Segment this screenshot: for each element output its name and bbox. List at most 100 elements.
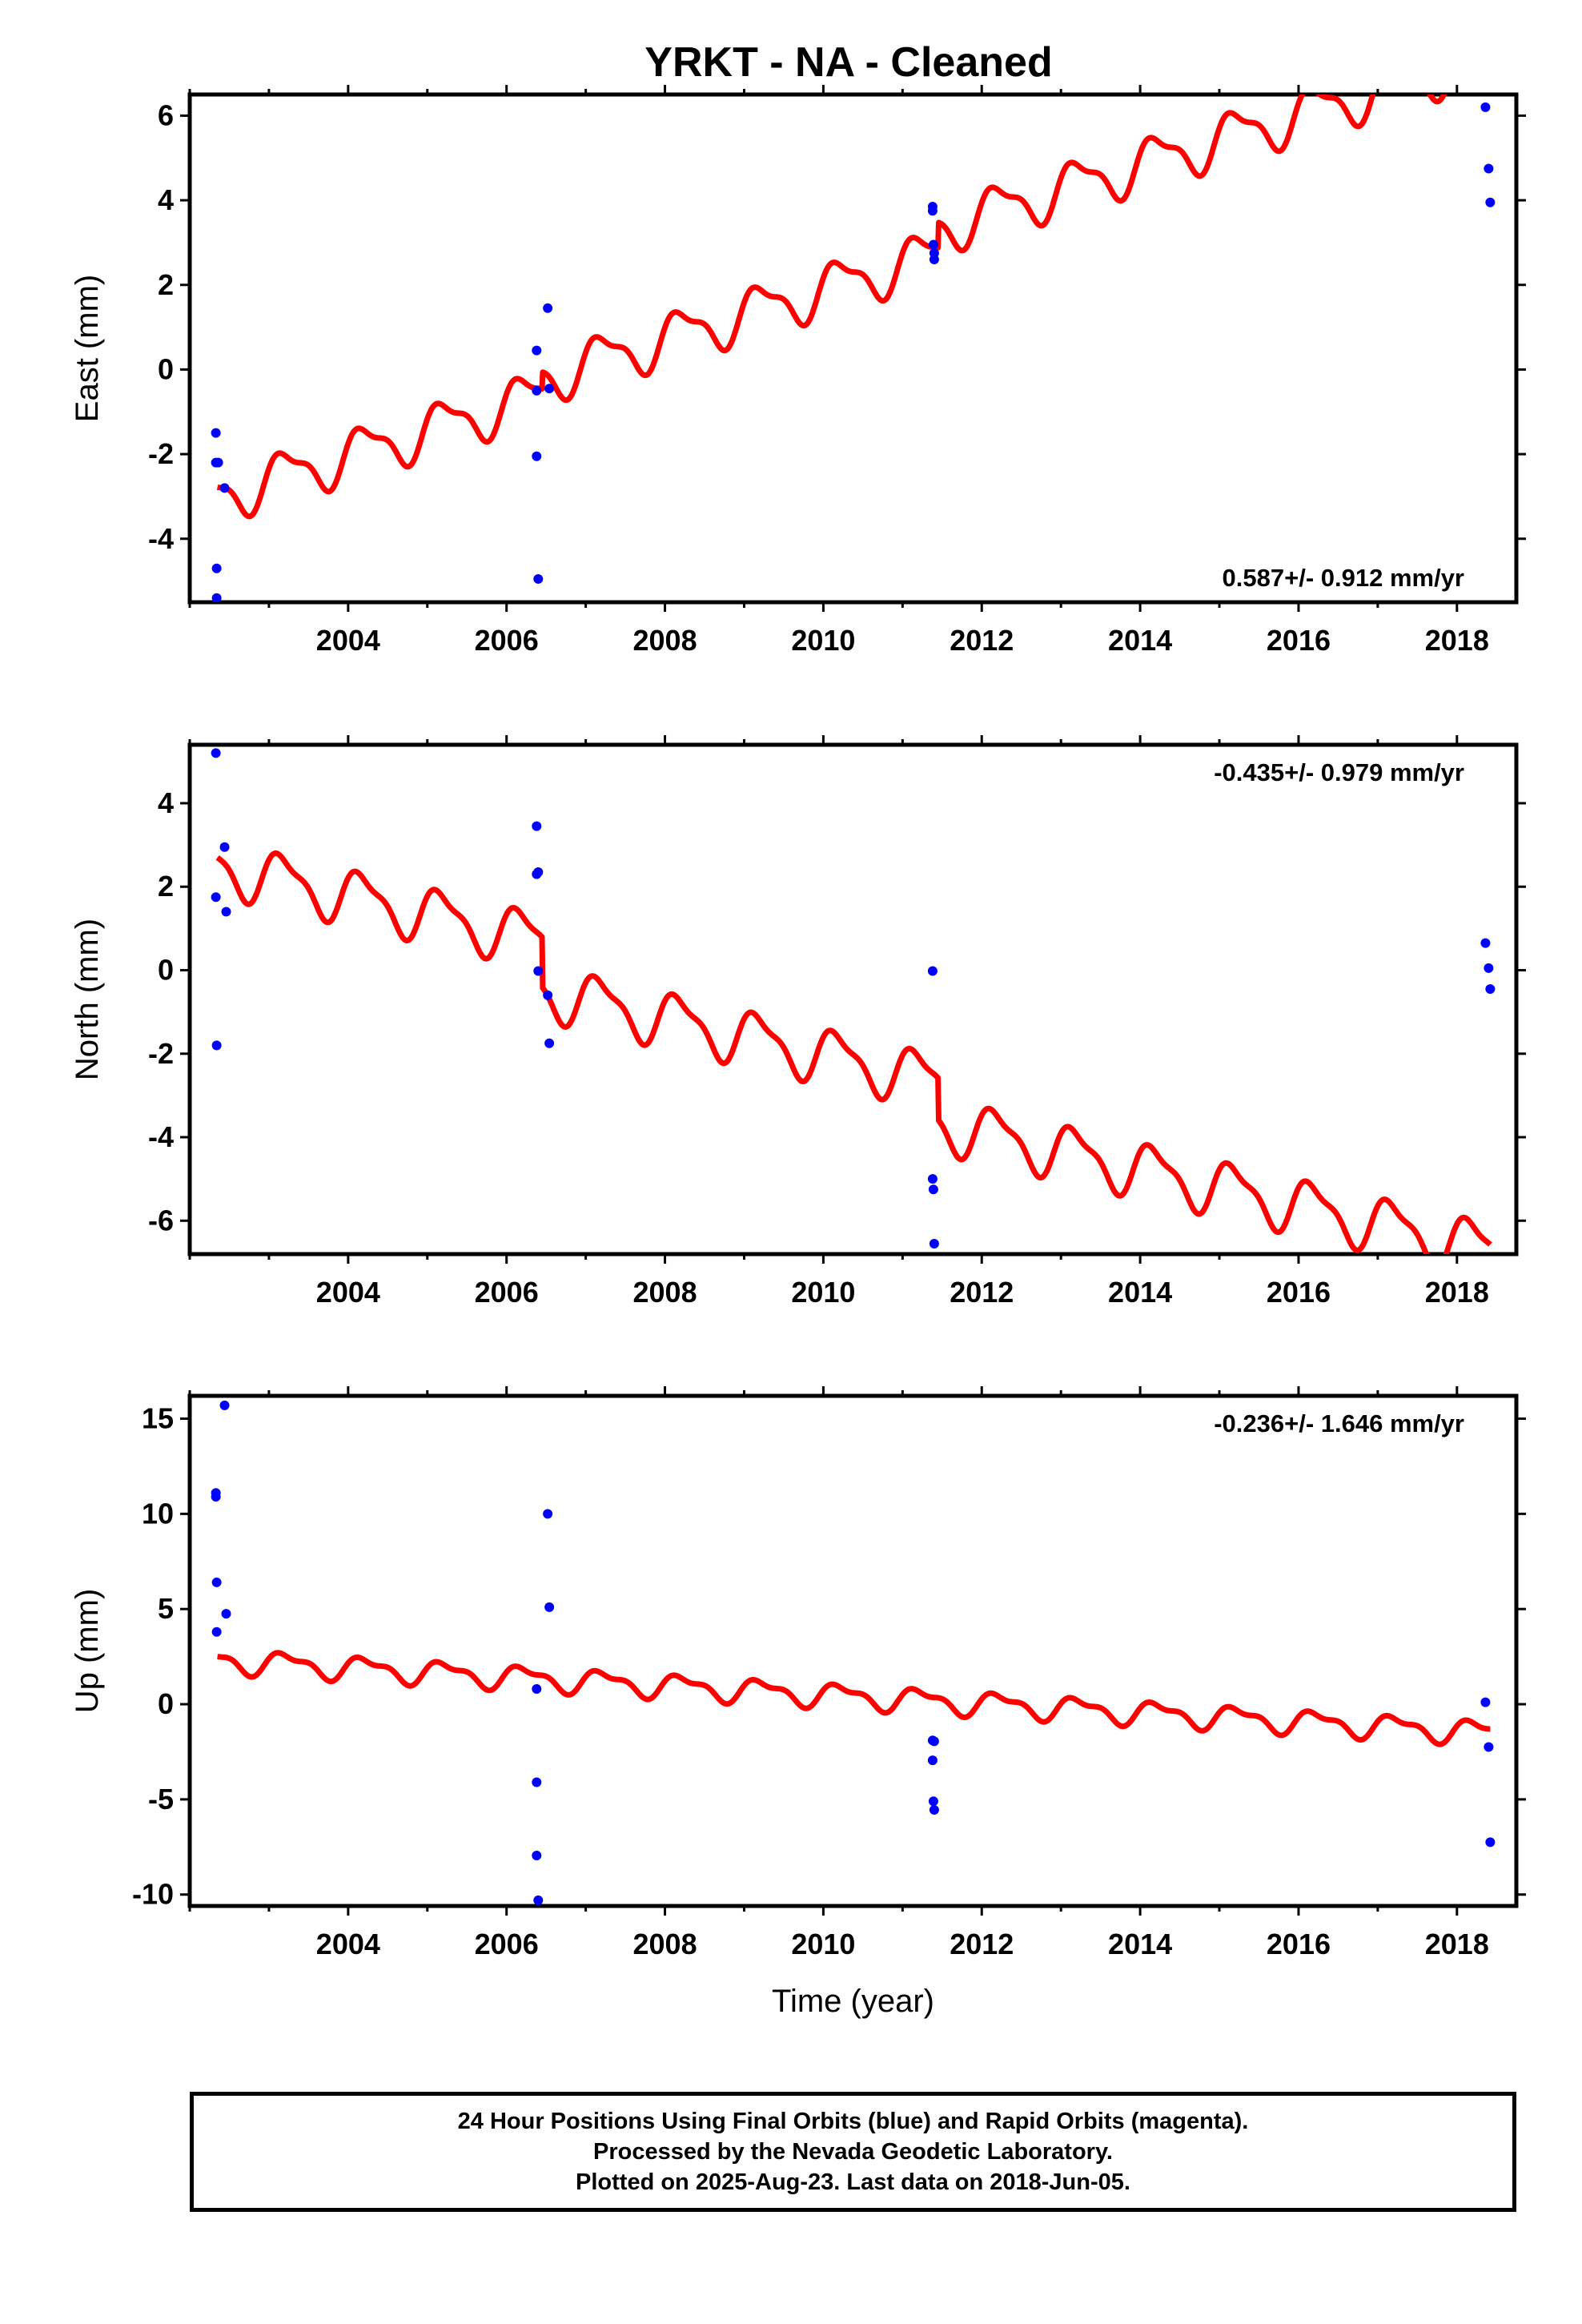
data-point [543,1509,553,1519]
data-point [1485,1837,1496,1848]
data-point [211,748,221,758]
data-point [211,892,221,903]
data-point [533,966,544,976]
y-tick-label: -6 [148,1204,174,1236]
data-point [219,1400,230,1410]
data-point [1484,163,1494,174]
y-tick-label: -2 [148,437,174,470]
footer-line-3: Plotted on 2025-Aug-23. Last data on 201… [576,2169,1130,2195]
rate-annotation: 0.587+/- 0.912 mm/yr [1223,564,1464,592]
data-point [532,385,542,396]
data-point [533,867,544,877]
data-point [211,1626,222,1637]
y-tick-label: -2 [148,1037,174,1070]
y-axis-label: North (mm) [70,919,105,1080]
data-point [211,1040,222,1051]
data-point [532,1851,542,1861]
y-tick-label: 6 [158,99,174,131]
x-tick-label: 2012 [950,1928,1014,1960]
data-point [213,457,223,468]
x-tick-label: 2010 [791,1928,855,1960]
y-tick-label: 5 [158,1592,174,1625]
plot-area [211,94,1496,602]
x-tick-label: 2016 [1267,1928,1331,1960]
x-tick-label: 2016 [1267,1276,1331,1309]
data-point [544,384,555,394]
panels: 2004 2006 2008 2010 2012 2014 2016 2018 -4 -2 0 2 4 6… [70,85,1526,2019]
x-axis-label: Time (year) [772,1984,934,2019]
plot-area [211,1400,1496,1905]
footer-line-2: Processed by the Nevada Geodetic Laborat… [593,2139,1113,2165]
x-tick-label: 2018 [1425,1928,1489,1960]
model-curve [215,94,1447,520]
data-point [211,1577,222,1587]
y-axis-label: East (mm) [70,275,105,422]
x-tick-label: 2010 [791,1276,855,1309]
y-tick-label: 4 [158,183,174,216]
y-tick-label: -4 [148,1120,174,1153]
data-point [533,1895,544,1905]
data-point [927,206,938,216]
x-tick-label: 2016 [1267,624,1331,657]
panel-1: 2004 2006 2008 2010 2012 2014 2016 2018 -4 -2 0 2 4 6… [70,85,1526,657]
x-tick-label: 2004 [316,624,380,657]
data-point [532,345,542,356]
plot-frame [187,742,1519,1256]
data-point [221,907,231,917]
data-point [929,1238,939,1248]
data-point [532,451,542,461]
model-curve [215,850,1492,1254]
data-point [544,1602,555,1612]
data-point [928,1796,938,1807]
x-tick-label: 2008 [633,1276,697,1309]
data-point [543,303,553,313]
data-point [1480,102,1491,112]
x-tick-label: 2006 [475,624,539,657]
x-tick-label: 2010 [791,624,855,657]
plot-frame [187,1393,1519,1908]
y-tick-label: 2 [158,870,174,903]
x-tick-label: 2014 [1108,624,1172,657]
data-point [927,966,938,976]
x-tick-label: 2012 [950,1276,1014,1309]
x-tick-label: 2018 [1425,1276,1489,1309]
x-tick-label: 2006 [475,1276,539,1309]
data-point [543,990,553,1000]
x-tick-label: 2014 [1108,1276,1172,1309]
model-curve [215,1650,1492,1747]
data-point [211,593,222,602]
plot-frame [187,92,1519,605]
data-point [929,255,939,265]
figure-title: YRKT - NA - Cleaned [644,39,1052,86]
data-point [927,1755,938,1766]
data-point [1480,938,1491,948]
x-tick-label: 2014 [1108,1928,1172,1960]
y-tick-label: 0 [158,352,174,385]
data-point [927,1174,938,1184]
data-point [219,483,230,493]
data-point [929,1804,939,1815]
panel-3: 2004 2006 2008 2010 2012 2014 2016 2018 -10 -5 0 5 1… [70,1386,1526,2019]
x-tick-label: 2008 [633,1928,697,1960]
data-point [532,1684,542,1695]
data-point [1485,983,1496,994]
x-tick-label: 2006 [475,1928,539,1960]
x-tick-label: 2004 [316,1928,380,1960]
data-point [929,1736,939,1747]
data-point [211,563,222,573]
footer-line-1: 24 Hour Positions Using Final Orbits (bl… [457,2109,1249,2134]
footer-box: 24 Hour Positions Using Final Orbits (bl… [190,2092,1516,2212]
data-point [211,1491,221,1502]
y-tick-label: -4 [148,522,174,555]
data-point [544,1038,555,1048]
y-tick-label: 4 [158,786,174,819]
y-tick-label: 2 [158,268,174,301]
data-point [532,1777,542,1787]
data-point [928,239,938,250]
panel-2: 2004 2006 2008 2010 2012 2014 2016 2018 -6 -4 -2 0 2… [70,735,1526,1309]
data-point [1485,197,1496,207]
y-axis-label: Up (mm) [70,1589,105,1714]
data-point [1484,1742,1494,1752]
rate-annotation: -0.435+/- 0.979 mm/yr [1214,758,1464,786]
